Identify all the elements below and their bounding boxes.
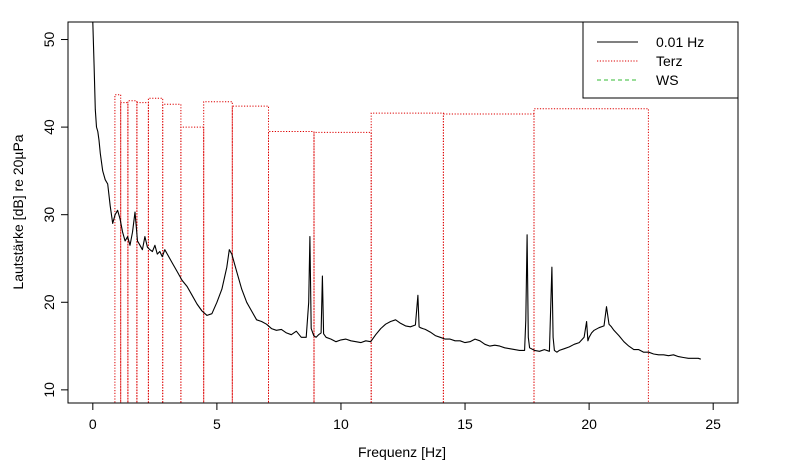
terz-bands bbox=[114, 94, 649, 403]
x-tick-label: 10 bbox=[333, 416, 349, 432]
legend-label-1: 0.01 Hz bbox=[656, 34, 704, 50]
y-tick-label: 40 bbox=[41, 119, 57, 135]
terz-band-4 bbox=[136, 102, 149, 403]
terz-band-13 bbox=[442, 113, 535, 403]
terz-band-12 bbox=[370, 112, 444, 403]
terz-band-10 bbox=[268, 131, 315, 403]
legend-label-2: Terz bbox=[656, 53, 682, 69]
x-tick-label: 20 bbox=[581, 416, 597, 432]
y-tick-label: 10 bbox=[41, 382, 57, 398]
x-axis: 0 5 10 15 20 25 bbox=[89, 403, 721, 432]
legend: 0.01 Hz Terz WS bbox=[582, 21, 739, 99]
plot-frame bbox=[67, 21, 739, 404]
y-tick-label: 30 bbox=[41, 207, 57, 223]
x-tick-label: 15 bbox=[457, 416, 473, 432]
terz-band-3 bbox=[127, 100, 138, 403]
x-tick-label: 25 bbox=[705, 416, 721, 432]
legend-label-3: WS bbox=[656, 72, 679, 88]
x-tick-label: 0 bbox=[89, 416, 97, 432]
series-line-1 bbox=[92, 22, 701, 360]
terz-band-9 bbox=[231, 105, 269, 403]
terz-band-14 bbox=[533, 108, 649, 403]
x-tick-label: 5 bbox=[213, 416, 221, 432]
x-axis-label: Frequenz [Hz] bbox=[358, 444, 446, 460]
terz-band-6 bbox=[162, 103, 182, 403]
y-axis: 10 20 30 40 50 bbox=[41, 32, 68, 398]
terz-band-1 bbox=[114, 94, 122, 403]
y-tick-label: 50 bbox=[41, 32, 57, 48]
spectrum-series bbox=[92, 22, 701, 360]
legend-box bbox=[582, 21, 739, 99]
y-tick-label: 20 bbox=[41, 294, 57, 310]
terz-band-2 bbox=[120, 102, 129, 403]
terz-band-7 bbox=[180, 126, 205, 403]
terz-band-11 bbox=[313, 131, 372, 403]
y-axis-label: Lautstärke [dB] re 20µPa bbox=[10, 134, 26, 289]
